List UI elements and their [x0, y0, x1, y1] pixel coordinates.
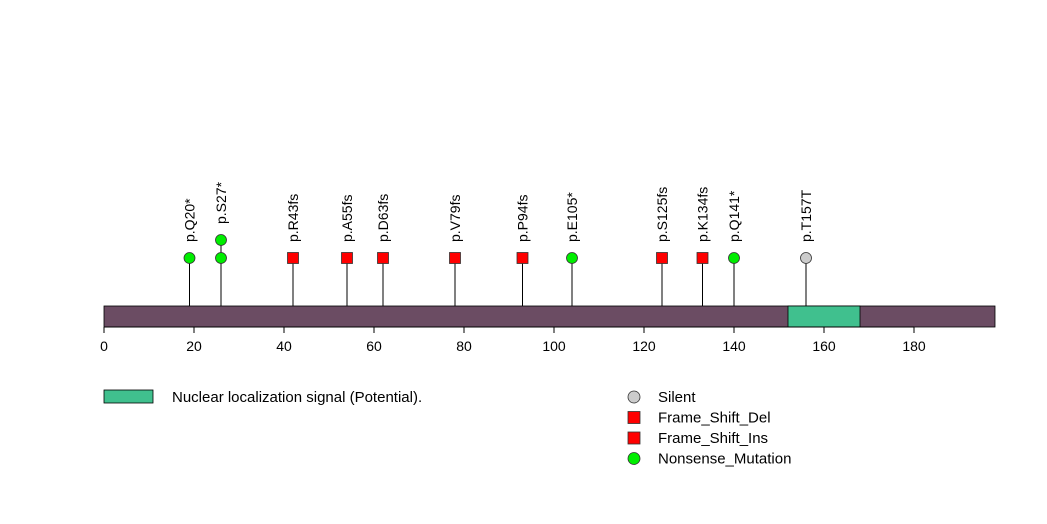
mutation-marker — [341, 252, 353, 264]
domain-0 — [787, 305, 861, 328]
mutation-marker — [696, 252, 709, 264]
x-tick-label: 0 — [100, 338, 108, 354]
x-tick-label: 80 — [456, 338, 472, 354]
mutation-marker — [215, 252, 227, 264]
mutation-label: p.S125fs — [654, 187, 670, 242]
mutation-marker — [566, 252, 578, 264]
legend-marker — [627, 452, 641, 465]
legend-marker — [627, 411, 641, 424]
mutation-marker — [183, 252, 196, 264]
x-tick-label: 120 — [632, 338, 656, 354]
legend-marker — [627, 390, 641, 404]
mutation-label: p.D63fs — [375, 194, 391, 242]
x-tick-label: 20 — [186, 338, 202, 354]
mutation-marker — [215, 234, 227, 246]
legend-label: Frame_Shift_Ins — [658, 430, 768, 447]
mutation-label: p.T157T — [798, 189, 814, 242]
legend-marker — [627, 431, 641, 445]
mutation-labels: p.Q20* p.S27* p.R43fs p.A55fs p.D63fs p.V79fs… — [182, 181, 815, 242]
mutation-label: p.Q20* — [182, 198, 198, 242]
mutation-marker — [377, 252, 389, 264]
mutation-markers — [183, 234, 812, 264]
mutation-marker — [287, 252, 299, 264]
legend-label: Frame_Shift_Del — [658, 410, 771, 427]
mutation-label: p.P94fs — [515, 195, 531, 242]
x-axis: 0 20 40 60 80 100 120 140 160 180 — [100, 326, 926, 354]
mutation-label: p.K134fs — [695, 187, 711, 242]
mutation-label: p.Q141* — [726, 190, 742, 242]
domain-legend: Nuclear localization signal (Potential). — [103, 389, 422, 406]
mutation-marker — [728, 252, 740, 264]
x-tick-label: 160 — [812, 338, 836, 354]
legend-label: Nonsense_Mutation — [658, 451, 791, 468]
mutation-label: p.S27* — [213, 181, 229, 224]
mutation-marker — [800, 252, 812, 264]
mutation-label: p.V79fs — [447, 195, 463, 242]
legend-label: Silent — [658, 389, 696, 406]
domain-legend-swatch — [103, 389, 154, 404]
mutation-marker — [656, 252, 668, 264]
x-tick-label: 60 — [366, 338, 382, 354]
x-tick-label: 100 — [542, 338, 566, 354]
protein-domains — [787, 305, 861, 328]
mutation-type-legend: Silent Frame_Shift_Del Frame_Shift_Ins Nons… — [627, 389, 791, 468]
protein-bar — [103, 305, 996, 328]
mutation-label: p.R43fs — [285, 194, 301, 242]
mutation-marker — [449, 252, 461, 264]
mutation-marker — [516, 252, 529, 264]
x-tick-label: 180 — [902, 338, 926, 354]
x-tick-label: 140 — [722, 338, 746, 354]
mutation-label: p.A55fs — [339, 195, 355, 242]
domain-legend-label: Nuclear localization signal (Potential). — [172, 389, 422, 406]
mutation-label: p.E105* — [564, 192, 580, 242]
x-tick-label: 40 — [276, 338, 292, 354]
